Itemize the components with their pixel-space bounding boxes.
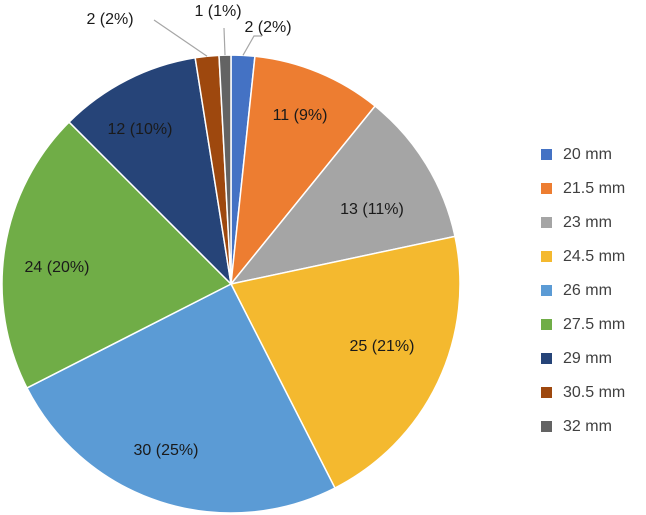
data-label-29-mm: 12 (10%) [108, 121, 173, 138]
pie-slice-26-mm [25, 282, 336, 514]
legend-label-26-mm: 26 mm [563, 282, 612, 299]
leader-lines [153, 19, 262, 57]
legend-label-32-mm: 32 mm [563, 418, 612, 435]
pie-slice-21-5-mm [229, 55, 377, 287]
data-label-26-mm: 30 (25%) [134, 442, 199, 459]
legend-label-29-mm: 29 mm [563, 350, 612, 367]
data-label-32-mm: 1 (1%) [194, 3, 241, 20]
pie-slice-24-5-mm [229, 235, 461, 490]
data-label-21-5-mm: 11 (9%) [273, 107, 328, 124]
data-label-24-5-mm: 25 (21%) [350, 338, 415, 355]
data-label-27-5-mm: 24 (20%) [25, 259, 90, 276]
leader-line-32-mm [223, 27, 226, 56]
legend-label-21-5-mm: 21.5 mm [563, 180, 625, 197]
legend: 20 mm 21.5 mm 23 mm 24.5 mm 26 mm 27.5 mm 29 m… [541, 146, 625, 435]
legend-label-30-5-mm: 30.5 mm [563, 384, 625, 401]
legend-swatch-23-mm [541, 217, 552, 228]
legend-label-27-5-mm: 27.5 mm [563, 316, 625, 333]
legend-swatch-26-mm [541, 285, 552, 296]
pie-slice-23-mm [229, 104, 456, 286]
legend-label-20-mm: 20 mm [563, 146, 612, 163]
legend-swatch-32-mm [541, 421, 552, 432]
legend-swatch-24-5-mm [541, 251, 552, 262]
legend-label-23-mm: 23 mm [563, 214, 612, 231]
legend-swatch-30-5-mm [541, 387, 552, 398]
legend-swatch-27-5-mm [541, 319, 552, 330]
data-labels: 2 (2%) 11 (9%) 13 (11%) 25 (21%) 30 (25%) 24 … [25, 3, 415, 459]
legend-swatch-20-mm [541, 149, 552, 160]
pie-slice-29-mm [68, 56, 233, 287]
data-label-30-5-mm: 2 (2%) [86, 11, 133, 28]
legend-swatch-21-5-mm [541, 183, 552, 194]
pie-slices [1, 54, 461, 514]
data-label-20-mm: 2 (2%) [244, 19, 291, 36]
data-label-23-mm: 13 (11%) [340, 201, 404, 218]
leader-line-30-5-mm [153, 19, 208, 57]
legend-label-24-5-mm: 24.5 mm [563, 248, 625, 265]
legend-swatch-29-mm [541, 353, 552, 364]
leader-line-20-mm [242, 35, 262, 56]
pie-slice-27-5-mm [1, 121, 233, 389]
